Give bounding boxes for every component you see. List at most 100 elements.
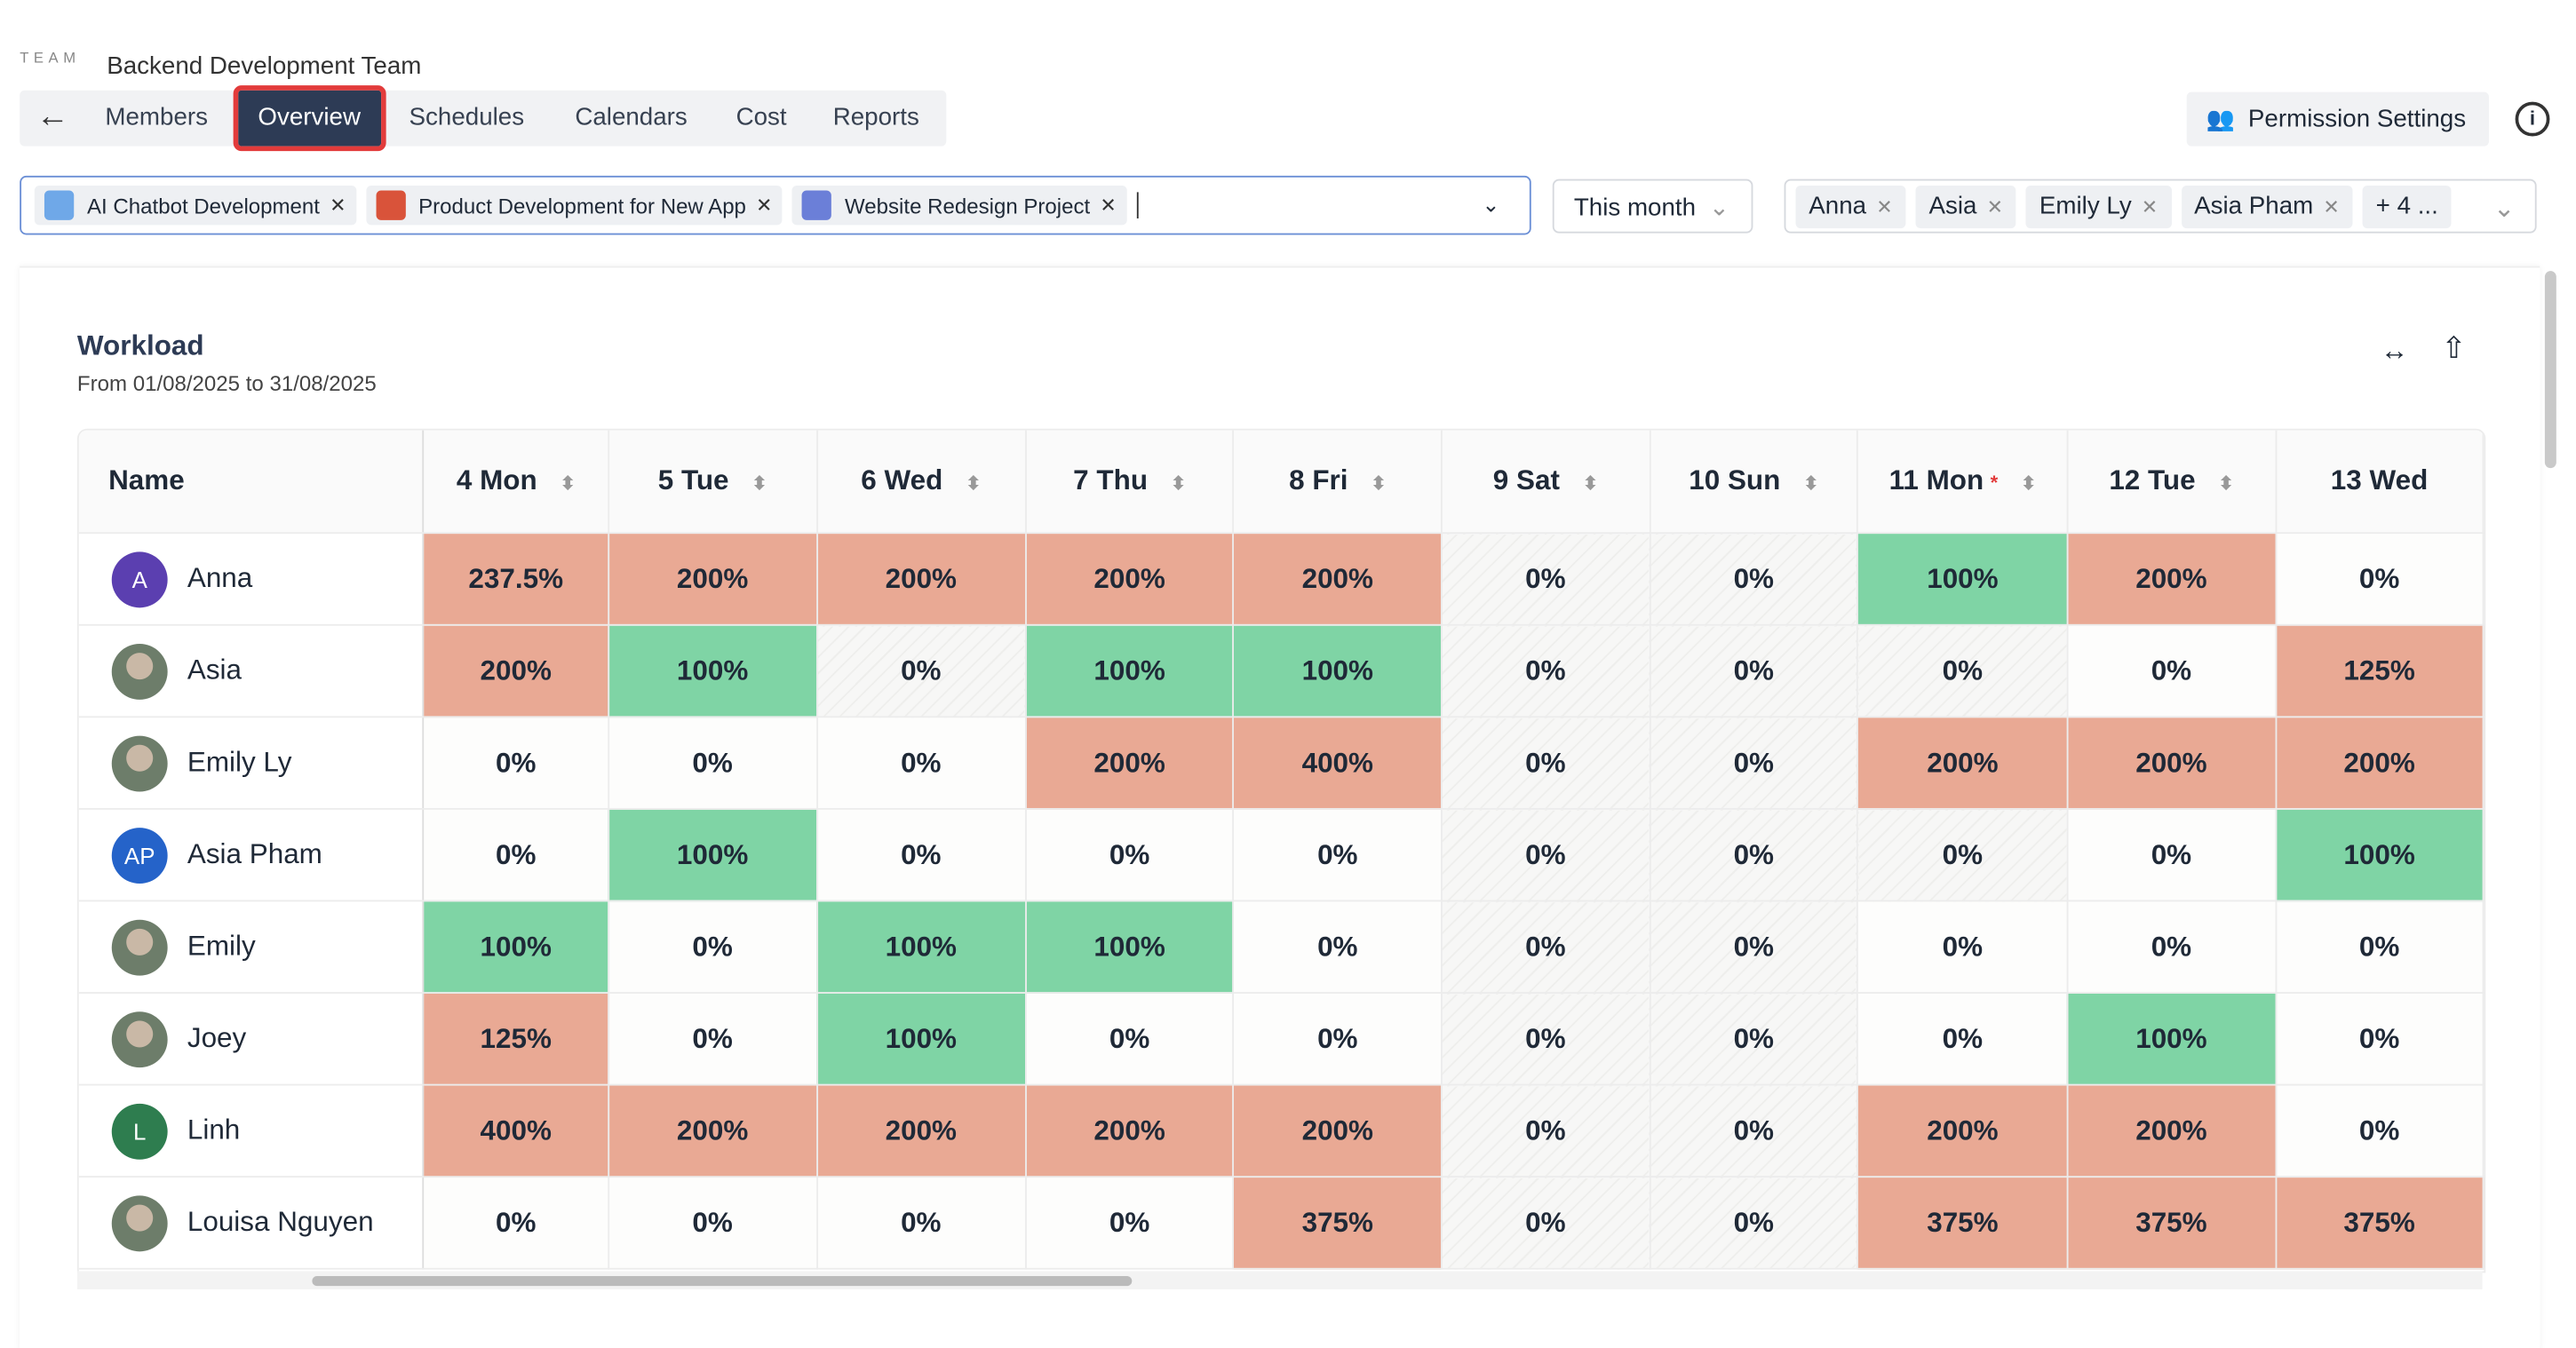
member-filter[interactable]: ⌄ Anna ✕ Asia ✕ Emily Ly ✕ Asia Pham ✕ + 4 ...: [1784, 178, 2537, 234]
header-row: Name 4 Mon ⬍ 5 Tue ⬍ 6 Wed ⬍ 7 Thu ⬍ 8 Fri ⬍ 9 Sat ⬍…: [78, 430, 2485, 535]
remove-chip[interactable]: ✕: [1986, 194, 2004, 218]
project-chip[interactable]: AI Chatbot Development ✕: [34, 185, 356, 226]
project-chip[interactable]: Website Redesign Project ✕: [791, 185, 1127, 226]
sort-icon[interactable]: ⬍: [560, 474, 576, 495]
workload-cell: 0%: [816, 1177, 1027, 1270]
workload-cell: 0%: [2275, 533, 2485, 626]
sort-icon[interactable]: ⬍: [966, 474, 982, 495]
sort-icon[interactable]: ⬍: [1582, 474, 1598, 495]
permission-button[interactable]: 👥 Permission Settings: [2186, 91, 2489, 147]
remove-chip[interactable]: ✕: [1876, 194, 1893, 218]
workload-cell: 200%: [1857, 1084, 2069, 1178]
project-filter[interactable]: ⌄ AI Chatbot Development ✕ Product Develop…: [20, 175, 1531, 235]
workload-cell: 0%: [2067, 624, 2277, 718]
workload-cell: 200%: [2067, 717, 2277, 810]
workload-cell: 200%: [608, 533, 818, 626]
workload-cell: 0%: [1649, 717, 1859, 810]
info-icon[interactable]: i: [2515, 101, 2550, 137]
column-label: 11 Mon: [1888, 464, 1984, 496]
dropdown-caret: ⌄: [1482, 192, 1500, 218]
tab[interactable]: Calendars: [575, 103, 688, 131]
workload-cell: 200%: [1857, 717, 2069, 810]
member-chip[interactable]: Emily Ly ✕: [2026, 185, 2172, 228]
column-header: 9 Sat ⬍: [1441, 430, 1650, 535]
workload-cell: 0%: [1233, 808, 1443, 902]
workload-cell: 0%: [2067, 900, 2277, 994]
workload-cell: 375%: [1233, 1177, 1443, 1270]
date-filter-label: This month: [1573, 194, 1697, 222]
tab[interactable]: Reports: [832, 103, 919, 131]
workload-cell: 0%: [1649, 993, 1859, 1086]
sort-icon[interactable]: ⬍: [751, 474, 767, 495]
workload-cell: 0%: [1649, 808, 1859, 902]
workload-cell: 0%: [1441, 1084, 1650, 1178]
scrollbar-thumb[interactable]: [312, 1276, 1133, 1287]
avatar: AP: [111, 827, 168, 884]
member-name: Joey: [187, 1021, 247, 1053]
workload-cell: 0%: [1441, 993, 1650, 1086]
workload-cell: 100%: [423, 900, 609, 994]
workload-cell: 200%: [1025, 717, 1235, 810]
member-chip[interactable]: Asia Pham ✕: [2181, 185, 2353, 228]
remove-chip[interactable]: ✕: [330, 194, 346, 218]
member-chip[interactable]: Anna ✕: [1795, 185, 1906, 228]
tab[interactable]: Schedules: [409, 103, 525, 131]
workload-cell: 0%: [2067, 808, 2277, 902]
column-label: 7 Thu: [1073, 464, 1149, 496]
project-name: Website Redesign Project: [845, 193, 1091, 218]
column-header: 11 Mon * ⬍: [1857, 430, 2069, 535]
sort-icon[interactable]: ⬍: [1803, 474, 1819, 495]
workload-cell: 0%: [1441, 900, 1650, 994]
project-name: Product Development for New App: [418, 193, 746, 218]
table-row: A Anna 237.5% 200% 200% 200% 200% 0% 0% 100% 200% 0…: [78, 533, 2485, 626]
workload-cell: 0%: [1233, 900, 1443, 994]
thead: Name 4 Mon ⬍ 5 Tue ⬍ 6 Wed ⬍ 7 Thu ⬍ 8 Fri ⬍ 9 Sat ⬍…: [78, 430, 2485, 535]
workload-cell: 375%: [2067, 1177, 2277, 1270]
project-chip[interactable]: Product Development for New App ✕: [365, 185, 783, 226]
workload-cell: 0%: [1441, 808, 1650, 902]
caret: ⌄: [2493, 195, 2516, 224]
workload-cell: 0%: [1649, 1084, 1859, 1178]
member-chip[interactable]: Asia ✕: [1915, 185, 2017, 228]
expand-icon[interactable]: ↔: [2380, 335, 2409, 367]
tab-bar: ← Members Overview Schedules Calendars Cost R…: [20, 85, 947, 152]
column-label: 10 Sun: [1689, 464, 1781, 496]
column-label: 9 Sat: [1492, 464, 1560, 496]
sort-icon[interactable]: ⬍: [2218, 474, 2234, 495]
v-scrollbar[interactable]: [2544, 271, 2556, 469]
workload-cell: 100%: [608, 624, 818, 718]
remove-chip[interactable]: ✕: [2323, 194, 2340, 218]
sort-icon[interactable]: ⬍: [2021, 474, 2037, 495]
tab[interactable]: Members: [105, 103, 208, 131]
sort-icon[interactable]: ⬍: [1371, 474, 1387, 495]
workload-cell: 0%: [2275, 993, 2485, 1086]
workload-cell: 200%: [1233, 533, 1443, 626]
member-chip[interactable]: + 4 ...: [2362, 185, 2452, 228]
workload-cell: 0%: [2275, 900, 2485, 994]
column-label: Name: [108, 464, 185, 496]
workload-cell: 200%: [2275, 717, 2485, 810]
remove-chip[interactable]: ✕: [2141, 194, 2159, 218]
tab[interactable]: Cost: [735, 103, 787, 131]
workload-cell: 375%: [2275, 1177, 2485, 1270]
avatar-photo: [111, 734, 168, 791]
back-button[interactable]: ←: [36, 98, 69, 135]
workload-cell: 0%: [1025, 808, 1235, 902]
remove-chip[interactable]: ✕: [1100, 194, 1117, 218]
workload-cell: 200%: [1025, 1084, 1235, 1178]
name-cell: Louisa Nguyen: [78, 1177, 425, 1270]
sort-icon[interactable]: ⬍: [1170, 474, 1186, 495]
workload-cell: 100%: [2275, 808, 2485, 902]
column-header: 4 Mon ⬍: [423, 430, 609, 535]
column-label: 12 Tue: [2109, 464, 2196, 496]
table-row: Joey 125% 0% 100% 0% 0% 0% 0% 0% 100% 0%: [78, 993, 2485, 1086]
remove-chip[interactable]: ✕: [756, 194, 773, 218]
tab[interactable]: Overview: [233, 85, 386, 152]
export-icon[interactable]: ⇧: [2441, 331, 2467, 365]
member-name: Emily Ly: [187, 745, 292, 777]
caret: ⌄: [1708, 194, 1730, 222]
date-filter[interactable]: This month ⌄: [1552, 178, 1753, 234]
name-cell: Asia: [78, 624, 425, 718]
member-name: Anna: [1809, 192, 1867, 220]
